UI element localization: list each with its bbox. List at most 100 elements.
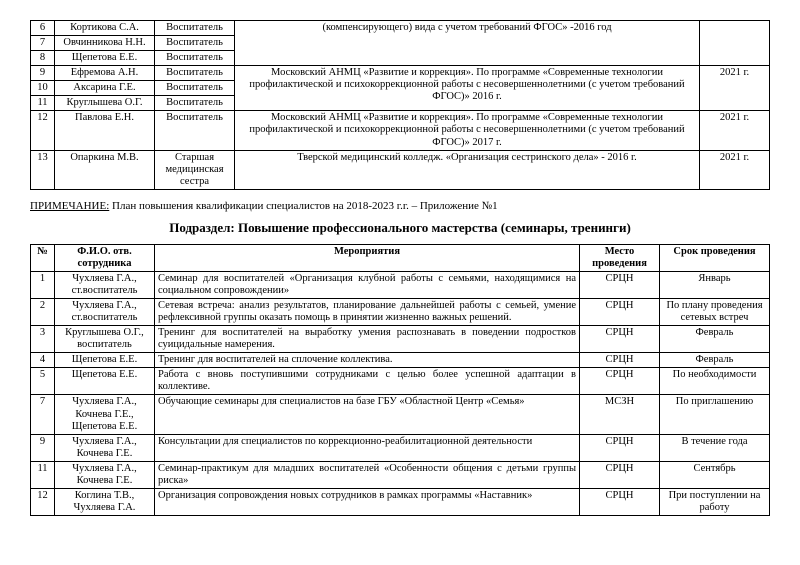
cell-name: Чухляева Г.А., Кочнева Г.Е., Щепетова Е.… — [55, 395, 155, 434]
cell-n: 5 — [31, 368, 55, 395]
cell-desc: Московский АНМЦ «Развитие и коррекция». … — [235, 111, 700, 150]
table-row: 9Ефремова А.Н.ВоспитательМосковский АНМЦ… — [31, 66, 770, 81]
cell-name: Щепетова Е.Е. — [55, 368, 155, 395]
table-row: 11Чухляева Г.А., Кочнева Г.Е.Семинар-пра… — [31, 461, 770, 488]
cell-role: Воспитатель — [155, 96, 235, 111]
cell-name: Опаркина М.В. — [55, 150, 155, 189]
cell-n: 6 — [31, 21, 55, 36]
cell-place: МСЗН — [580, 395, 660, 434]
cell-role: Воспитатель — [155, 51, 235, 66]
cell-place: СРЦН — [580, 326, 660, 353]
cell-year: 2021 г. — [700, 111, 770, 150]
cell-n: 7 — [31, 395, 55, 434]
table-row: 2Чухляева Г.А., ст.воспитательСетевая вс… — [31, 299, 770, 326]
cell-role: Воспитатель — [155, 21, 235, 36]
note-text: План повышения квалификации специалистов… — [112, 200, 498, 212]
hdr-n: № — [31, 244, 55, 271]
cell-year: 2021 г. — [700, 150, 770, 189]
cell-place: СРЦН — [580, 299, 660, 326]
cell-term: Февраль — [660, 326, 770, 353]
table-row: 12Коглина Т.В., Чухляева Г.А.Организация… — [31, 488, 770, 515]
subsection-heading: Подраздел: Повышение профессионального м… — [30, 220, 770, 236]
qualification-table: 6Кортикова С.А.Воспитатель(компенсирующе… — [30, 20, 770, 190]
cell-n: 11 — [31, 96, 55, 111]
cell-place: СРЦН — [580, 461, 660, 488]
cell-name: Щепетова Е.Е. — [55, 353, 155, 368]
cell-term: В течение года — [660, 434, 770, 461]
cell-year — [700, 21, 770, 66]
cell-act: Семинар-практикум для младших воспитател… — [155, 461, 580, 488]
cell-n: 11 — [31, 461, 55, 488]
cell-name: Чухляева Г.А., ст.воспитатель — [55, 271, 155, 298]
table-row: 6Кортикова С.А.Воспитатель(компенсирующе… — [31, 21, 770, 36]
cell-name: Павлова Е.Н. — [55, 111, 155, 150]
cell-act: Организация сопровождения новых сотрудни… — [155, 488, 580, 515]
cell-n: 8 — [31, 51, 55, 66]
cell-n: 9 — [31, 66, 55, 81]
cell-n: 4 — [31, 353, 55, 368]
cell-place: СРЦН — [580, 488, 660, 515]
cell-term: По приглашению — [660, 395, 770, 434]
cell-name: Чухляева Г.А., Кочнева Г.Е. — [55, 461, 155, 488]
cell-role: Старшая медицинская сестра — [155, 150, 235, 189]
cell-n: 13 — [31, 150, 55, 189]
cell-role: Воспитатель — [155, 81, 235, 96]
cell-desc: Московский АНМЦ «Развитие и коррекция». … — [235, 66, 700, 111]
cell-n: 12 — [31, 488, 55, 515]
cell-name: Круглышева О.Г. — [55, 96, 155, 111]
cell-name: Овчинникова Н.Н. — [55, 36, 155, 51]
cell-term: По плану проведения сетевых встреч — [660, 299, 770, 326]
cell-act: Работа с вновь поступившими сотрудниками… — [155, 368, 580, 395]
cell-role: Воспитатель — [155, 111, 235, 150]
cell-place: СРЦН — [580, 353, 660, 368]
cell-n: 2 — [31, 299, 55, 326]
cell-name: Круглышева О.Г., воспитатель — [55, 326, 155, 353]
cell-name: Чухляева Г.А., Кочнева Г.Е. — [55, 434, 155, 461]
cell-act: Сетевая встреча: анализ результатов, пла… — [155, 299, 580, 326]
cell-name: Ефремова А.Н. — [55, 66, 155, 81]
table-row: 1Чухляева Г.А., ст.воспитательСеминар дл… — [31, 271, 770, 298]
cell-act: Тренинг для воспитателей на выработку ум… — [155, 326, 580, 353]
cell-desc: Тверской медицинский колледж. «Организац… — [235, 150, 700, 189]
hdr-place: Место проведения — [580, 244, 660, 271]
hdr-name: Ф.И.О. отв. сотрудника — [55, 244, 155, 271]
table-row: 3Круглышева О.Г., воспитательТренинг для… — [31, 326, 770, 353]
activities-table: № Ф.И.О. отв. сотрудника Мероприятия Мес… — [30, 244, 770, 516]
cell-name: Кортикова С.А. — [55, 21, 155, 36]
cell-place: СРЦН — [580, 368, 660, 395]
cell-n: 10 — [31, 81, 55, 96]
cell-place: СРЦН — [580, 271, 660, 298]
cell-term: Сентябрь — [660, 461, 770, 488]
hdr-act: Мероприятия — [155, 244, 580, 271]
cell-term: Январь — [660, 271, 770, 298]
cell-term: При поступлении на работу — [660, 488, 770, 515]
table-row: 4Щепетова Е.Е.Тренинг для воспитателей н… — [31, 353, 770, 368]
cell-term: Февраль — [660, 353, 770, 368]
cell-year: 2021 г. — [700, 66, 770, 111]
table-row: 7Чухляева Г.А., Кочнева Г.Е., Щепетова Е… — [31, 395, 770, 434]
note-line: ПРИМЕЧАНИЕ: План повышения квалификации … — [30, 200, 770, 212]
cell-act: Консультации для специалистов по коррекц… — [155, 434, 580, 461]
cell-place: СРЦН — [580, 434, 660, 461]
cell-n: 1 — [31, 271, 55, 298]
table-row: 5Щепетова Е.Е.Работа с вновь поступившим… — [31, 368, 770, 395]
cell-name: Чухляева Г.А., ст.воспитатель — [55, 299, 155, 326]
cell-act: Семинар для воспитателей «Организация кл… — [155, 271, 580, 298]
cell-n: 7 — [31, 36, 55, 51]
cell-name: Коглина Т.В., Чухляева Г.А. — [55, 488, 155, 515]
cell-n: 9 — [31, 434, 55, 461]
cell-role: Воспитатель — [155, 66, 235, 81]
table-row: 13Опаркина М.В.Старшая медицинская сестр… — [31, 150, 770, 189]
cell-role: Воспитатель — [155, 36, 235, 51]
table-row: 12Павлова Е.Н.ВоспитательМосковский АНМЦ… — [31, 111, 770, 150]
cell-name: Щепетова Е.Е. — [55, 51, 155, 66]
cell-act: Обучающие семинары для специалистов на б… — [155, 395, 580, 434]
cell-n: 3 — [31, 326, 55, 353]
cell-desc: (компенсирующего) вида с учетом требован… — [235, 21, 700, 66]
cell-n: 12 — [31, 111, 55, 150]
note-label: ПРИМЕЧАНИЕ: — [30, 200, 109, 212]
cell-term: По необходимости — [660, 368, 770, 395]
cell-act: Тренинг для воспитателей на сплочение ко… — [155, 353, 580, 368]
table-row: 9Чухляева Г.А., Кочнева Г.Е.Консультации… — [31, 434, 770, 461]
cell-name: Аксарина Г.Е. — [55, 81, 155, 96]
